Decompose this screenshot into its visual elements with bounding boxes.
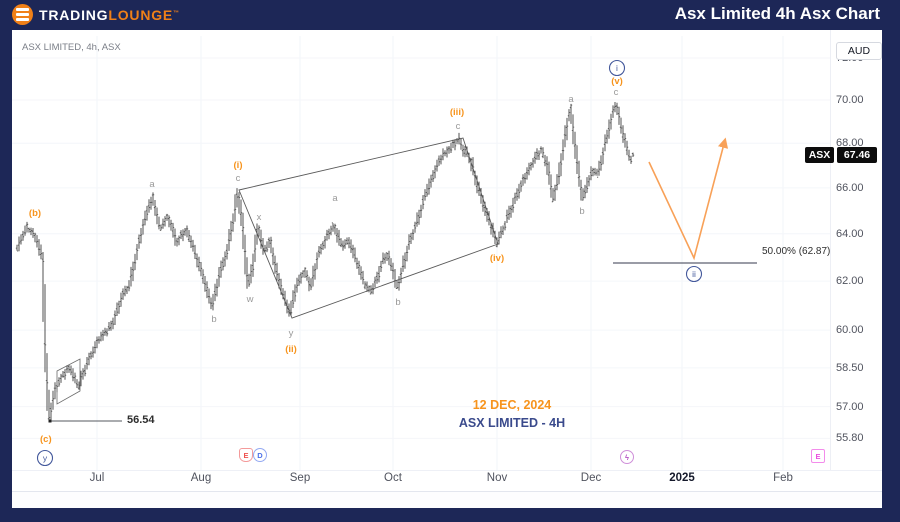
price-tick[interactable]: 55.80 bbox=[836, 432, 864, 445]
last-price-badge: ASX 67.46 bbox=[805, 147, 877, 163]
low-level-anchor-dot bbox=[48, 419, 52, 423]
wave-label: (b) bbox=[29, 208, 41, 219]
time-tick[interactable]: Nov bbox=[486, 472, 508, 484]
price-tick[interactable]: 57.00 bbox=[836, 400, 864, 413]
circled-wave-label-ring bbox=[685, 265, 703, 283]
price-tick[interactable]: 62.00 bbox=[836, 275, 864, 288]
price-tick[interactable]: 68.00 bbox=[836, 137, 864, 150]
wave-label: c bbox=[614, 87, 619, 98]
candlestick-open-close-ticks bbox=[15, 104, 635, 420]
bottom-frame bbox=[0, 507, 900, 522]
price-badge: 67.46 bbox=[837, 147, 877, 163]
symbol-badge: ASX bbox=[805, 147, 834, 163]
wave-label: (iv) bbox=[490, 253, 504, 264]
wave-label: b bbox=[211, 314, 216, 325]
wave-label: x bbox=[257, 212, 262, 223]
wave-label: (iii) bbox=[450, 107, 464, 118]
price-tick[interactable]: 58.50 bbox=[836, 361, 864, 374]
projection-arrows[interactable] bbox=[648, 137, 729, 261]
wave-label: a bbox=[568, 94, 574, 105]
price-axis-separator bbox=[830, 30, 831, 470]
time-tick[interactable]: Sep bbox=[289, 472, 311, 484]
circled-wave-label: i bbox=[616, 63, 618, 73]
wave-label: a bbox=[332, 193, 338, 204]
wave-label: b bbox=[395, 297, 400, 308]
hamburger-circle-icon bbox=[12, 4, 33, 25]
wave-label: (v) bbox=[611, 76, 623, 87]
time-axis-strip[interactable] bbox=[12, 491, 882, 508]
time-tick[interactable]: Jul bbox=[89, 472, 105, 484]
currency-button[interactable]: AUD bbox=[836, 42, 882, 60]
wave-label: a bbox=[149, 179, 155, 190]
trademark-symbol: ™ bbox=[173, 9, 180, 16]
time-tick[interactable]: Aug bbox=[190, 472, 212, 484]
wave-label-c: (c) bbox=[40, 434, 52, 445]
price-tick[interactable]: 66.00 bbox=[836, 181, 864, 194]
header-bar: TRADINGLOUNGE™ Asx Limited 4h Asx Chart bbox=[0, 0, 900, 30]
time-tick[interactable]: Oct bbox=[384, 472, 402, 484]
price-tick[interactable]: 60.00 bbox=[836, 324, 864, 337]
circled-wave-label-ring bbox=[608, 59, 626, 77]
wave-label: (i) bbox=[234, 160, 243, 171]
circled-wave-label-ring bbox=[36, 449, 54, 467]
circled-wave-label: ii bbox=[692, 269, 696, 279]
page-title: Asx Limited 4h Asx Chart bbox=[674, 4, 880, 23]
brand-trading: TRADING bbox=[39, 6, 109, 23]
watermark-date: 12 DEC, 2024 bbox=[472, 398, 552, 412]
symbol-legend[interactable]: ASX LIMITED, 4h, ASX bbox=[22, 42, 121, 53]
brand-text: TRADINGLOUNGE™ bbox=[39, 7, 180, 23]
right-frame bbox=[882, 0, 900, 522]
wave-label: w bbox=[246, 294, 254, 305]
time-axis-separator bbox=[12, 470, 882, 471]
price-tick[interactable]: 70.00 bbox=[836, 94, 864, 106]
candlestick-bars bbox=[16, 102, 634, 422]
watermark-symbol: ASX LIMITED - 4H bbox=[458, 416, 566, 430]
low-level-label: 56.54 bbox=[127, 414, 155, 426]
brand-lounge: LOUNGE bbox=[108, 6, 174, 23]
wave-label: c bbox=[236, 173, 241, 184]
dividend-icon[interactable]: D bbox=[253, 448, 267, 462]
wave-label: y bbox=[289, 328, 294, 339]
wave-label: c bbox=[456, 121, 461, 132]
wave-label: (ii) bbox=[285, 344, 297, 355]
wave-label: b bbox=[579, 206, 584, 217]
tradinglounge-logo[interactable]: TRADINGLOUNGE™ bbox=[12, 4, 180, 25]
earnings-icon[interactable]: E bbox=[239, 448, 253, 462]
calendar-event-icon[interactable]: E bbox=[811, 449, 825, 463]
price-tick[interactable]: 64.00 bbox=[836, 227, 864, 240]
time-tick[interactable]: Dec bbox=[580, 472, 602, 484]
time-tick[interactable]: 2025 bbox=[669, 472, 695, 484]
mini-base-channel[interactable] bbox=[56, 358, 81, 405]
circled-wave-label: y bbox=[43, 453, 48, 463]
chart-panel: ASX LIMITED, 4h, ASX (b) a b (i) c w x y (ii) a b (… bbox=[12, 30, 882, 508]
elliott-wave-channel[interactable] bbox=[238, 137, 499, 319]
fib-level-label: 50.00% (62.87) bbox=[762, 246, 831, 257]
time-tick[interactable]: Feb bbox=[773, 472, 793, 484]
flash-icon[interactable]: ϟ bbox=[620, 450, 634, 464]
